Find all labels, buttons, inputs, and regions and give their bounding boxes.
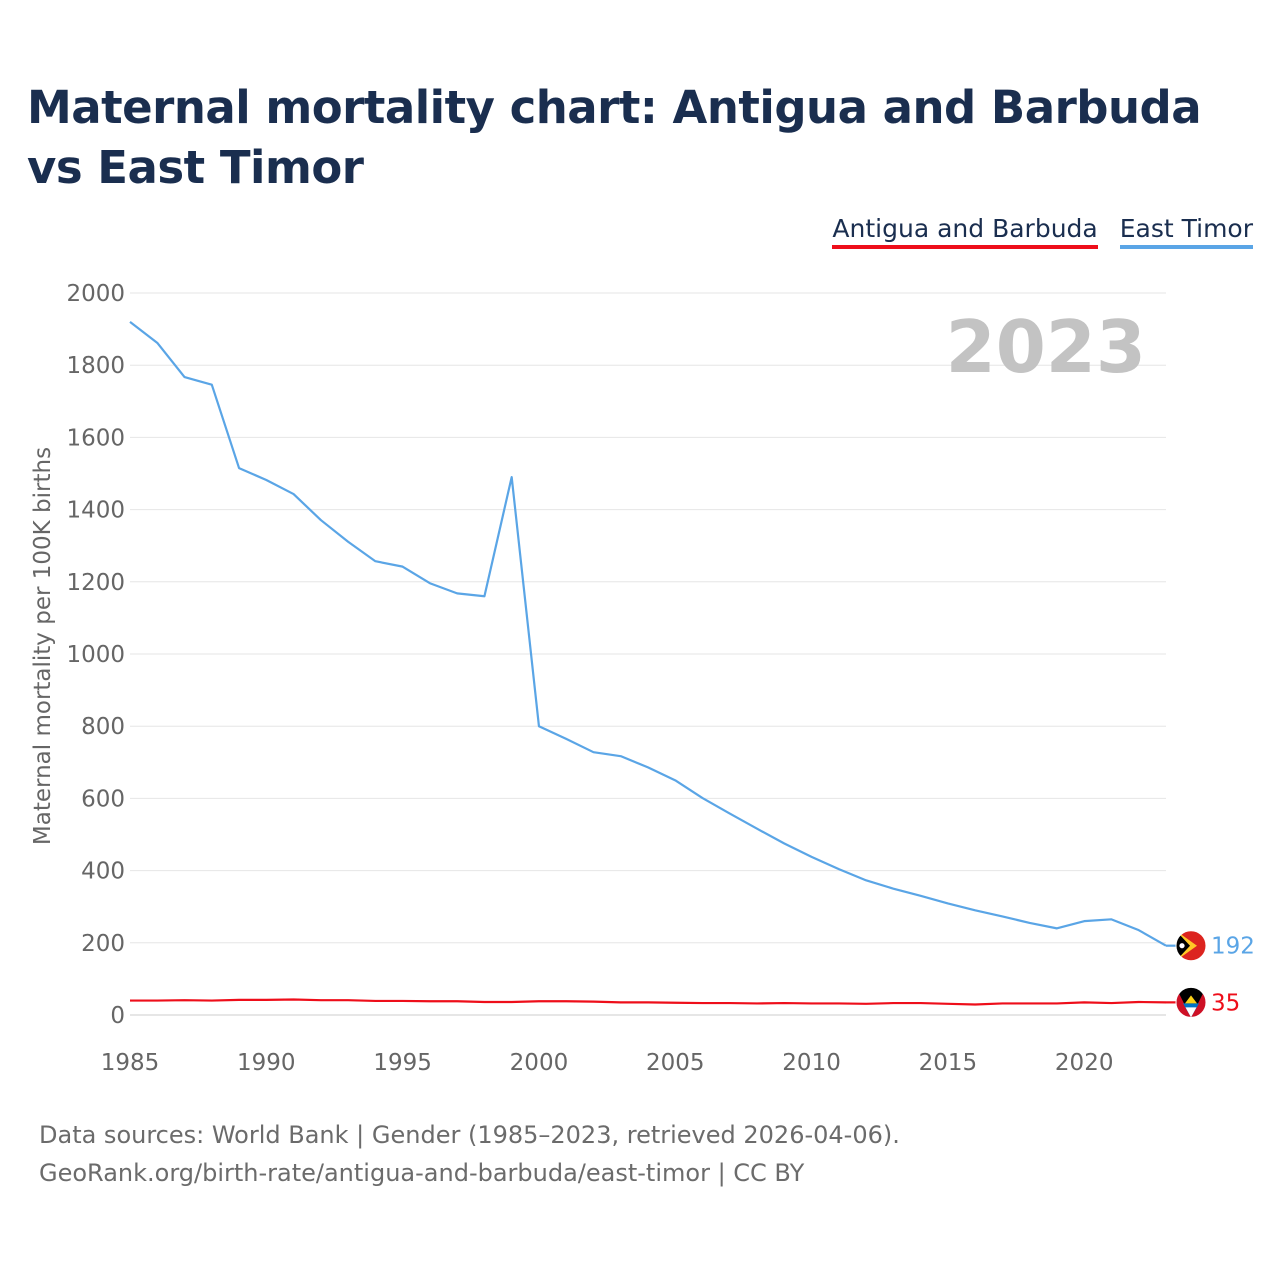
y-axis-label: Maternal mortality per 100K births xyxy=(30,447,56,845)
source-url-text: GeoRank.org/birth-rate/antigua-and-barbu… xyxy=(39,1159,805,1187)
legend-item-east-timor[interactable]: East Timor xyxy=(1119,214,1253,249)
x-tick-label: 1990 xyxy=(237,1050,296,1076)
y-tick-label: 1600 xyxy=(66,425,125,451)
end-value-label-antigua-and-barbuda: 35 xyxy=(1211,990,1240,1016)
year-watermark: 2023 xyxy=(946,305,1146,389)
y-tick-label: 200 xyxy=(81,931,125,957)
chart-title: Maternal mortality chart: Antigua and Ba… xyxy=(27,81,1202,194)
x-tick-label: 2005 xyxy=(646,1050,705,1076)
flag-icon-antigua-and-barbuda xyxy=(1175,986,1207,1018)
x-tick-label: 2010 xyxy=(782,1050,841,1076)
x-tick-label: 2020 xyxy=(1055,1050,1114,1076)
y-tick-label: 1000 xyxy=(66,642,125,668)
legend: Antigua and Barbuda East Timor xyxy=(832,214,1253,249)
y-tick-label: 1800 xyxy=(66,353,125,379)
data-source-text: Data sources: World Bank | Gender (1985–… xyxy=(39,1121,900,1149)
series-line-antigua-and-barbuda xyxy=(130,998,1167,1006)
end-value-label-east-timor: 192 xyxy=(1211,934,1255,960)
footer: Data sources: World Bank | Gender (1985–… xyxy=(39,1116,900,1192)
x-tick-label: 1995 xyxy=(373,1050,432,1076)
y-tick-label: 1200 xyxy=(66,570,125,596)
line-chart: 0 200 400 600 800 1000 1200 1400 1600 1800 2000 198… xyxy=(30,281,1255,1076)
y-tick-label: 800 xyxy=(81,714,125,740)
y-tick-label: 2000 xyxy=(66,281,125,307)
y-tick-label: 400 xyxy=(81,859,125,885)
legend-item-antigua[interactable]: Antigua and Barbuda xyxy=(832,214,1098,249)
series-line-east-timor xyxy=(129,321,1167,947)
y-tick-label: 600 xyxy=(81,786,125,812)
flag-icon-east-timor xyxy=(1175,930,1207,962)
x-tick-label: 2015 xyxy=(919,1050,978,1076)
x-tick-label: 1985 xyxy=(101,1050,160,1076)
y-tick-label: 1400 xyxy=(66,498,125,524)
y-tick-label: 0 xyxy=(110,1003,125,1029)
x-tick-label: 2000 xyxy=(510,1050,569,1076)
